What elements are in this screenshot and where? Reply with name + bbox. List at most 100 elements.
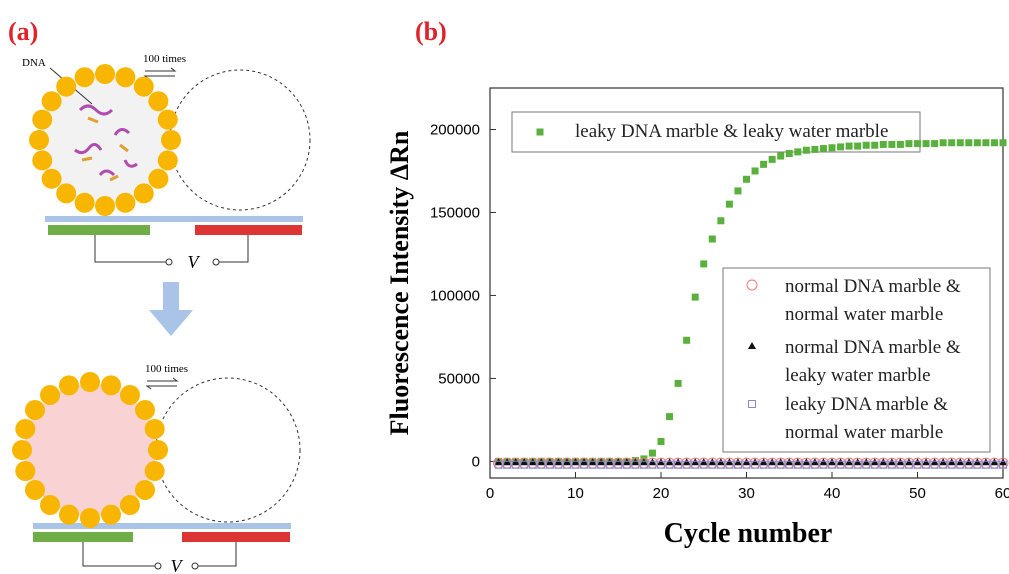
point — [734, 187, 742, 195]
point — [562, 460, 571, 469]
point — [896, 140, 904, 148]
point — [981, 460, 990, 469]
exchange-arrows — [143, 67, 177, 80]
point — [571, 458, 580, 466]
point — [631, 458, 640, 466]
point — [545, 458, 554, 466]
particle — [115, 67, 136, 88]
particle — [148, 440, 168, 460]
point — [870, 460, 879, 469]
point — [948, 139, 956, 147]
particle — [95, 196, 115, 216]
point — [588, 460, 597, 469]
dna-tags — [81, 116, 129, 182]
point — [511, 458, 520, 466]
point — [648, 460, 657, 469]
point — [588, 458, 597, 466]
point — [793, 460, 802, 469]
point — [871, 141, 879, 149]
point — [845, 458, 854, 466]
dashed-marble — [169, 69, 311, 211]
legend-marker — [748, 342, 756, 349]
point — [691, 293, 699, 301]
point — [981, 458, 990, 466]
point — [682, 460, 691, 469]
point — [879, 458, 888, 466]
voltage-label: V — [171, 556, 184, 574]
point — [939, 460, 948, 469]
point — [785, 458, 794, 466]
point — [930, 458, 939, 466]
point — [862, 458, 871, 466]
point — [733, 460, 742, 469]
particle — [119, 384, 140, 405]
down-arrow — [149, 282, 193, 336]
terminal — [165, 258, 173, 266]
electrode — [182, 532, 290, 542]
particle — [80, 372, 100, 392]
point — [964, 458, 973, 466]
point — [614, 460, 623, 469]
point — [691, 460, 700, 469]
voltage-label: V — [188, 252, 201, 272]
point — [708, 460, 717, 469]
point — [708, 458, 717, 466]
point — [939, 458, 948, 466]
point — [759, 460, 768, 469]
point — [674, 458, 683, 466]
point — [648, 458, 657, 466]
point — [597, 460, 606, 469]
point — [657, 437, 665, 445]
point — [913, 460, 922, 469]
point — [794, 148, 802, 156]
point — [614, 458, 623, 466]
particle — [115, 192, 136, 213]
point — [802, 146, 810, 154]
particle — [148, 168, 169, 189]
point — [905, 140, 913, 148]
particle — [74, 192, 95, 213]
point — [819, 458, 828, 466]
point — [922, 460, 931, 469]
electrode — [195, 225, 302, 235]
particle — [135, 400, 156, 421]
y-tick-label: 100000 — [430, 287, 480, 304]
x-tick-label: 10 — [567, 485, 584, 502]
point — [674, 379, 682, 387]
wire — [82, 542, 237, 567]
terminal — [154, 562, 162, 570]
point — [999, 460, 1007, 469]
point — [922, 458, 931, 466]
point — [742, 458, 751, 466]
electrode — [33, 532, 133, 542]
point — [537, 460, 546, 469]
marble — [24, 384, 156, 516]
point — [759, 458, 768, 466]
substrate — [33, 523, 291, 529]
point — [725, 458, 734, 466]
particle — [15, 418, 36, 439]
point — [819, 145, 827, 153]
point — [853, 458, 862, 466]
dashed-marble — [155, 377, 301, 523]
legend-marker — [536, 128, 544, 136]
terminal — [212, 258, 220, 266]
point — [639, 460, 648, 469]
point — [785, 150, 793, 158]
point — [691, 458, 700, 466]
point — [665, 460, 674, 469]
point — [896, 460, 905, 469]
particle — [24, 400, 45, 421]
point — [811, 145, 819, 153]
point — [760, 160, 768, 168]
x-tick-label: 0 — [486, 485, 494, 502]
point — [657, 458, 665, 466]
point — [768, 155, 776, 163]
point — [802, 460, 811, 469]
point — [674, 460, 683, 469]
point — [828, 460, 836, 469]
point — [931, 140, 939, 148]
point — [511, 460, 520, 469]
y-tick-label: 200000 — [430, 121, 480, 138]
point — [930, 460, 939, 469]
